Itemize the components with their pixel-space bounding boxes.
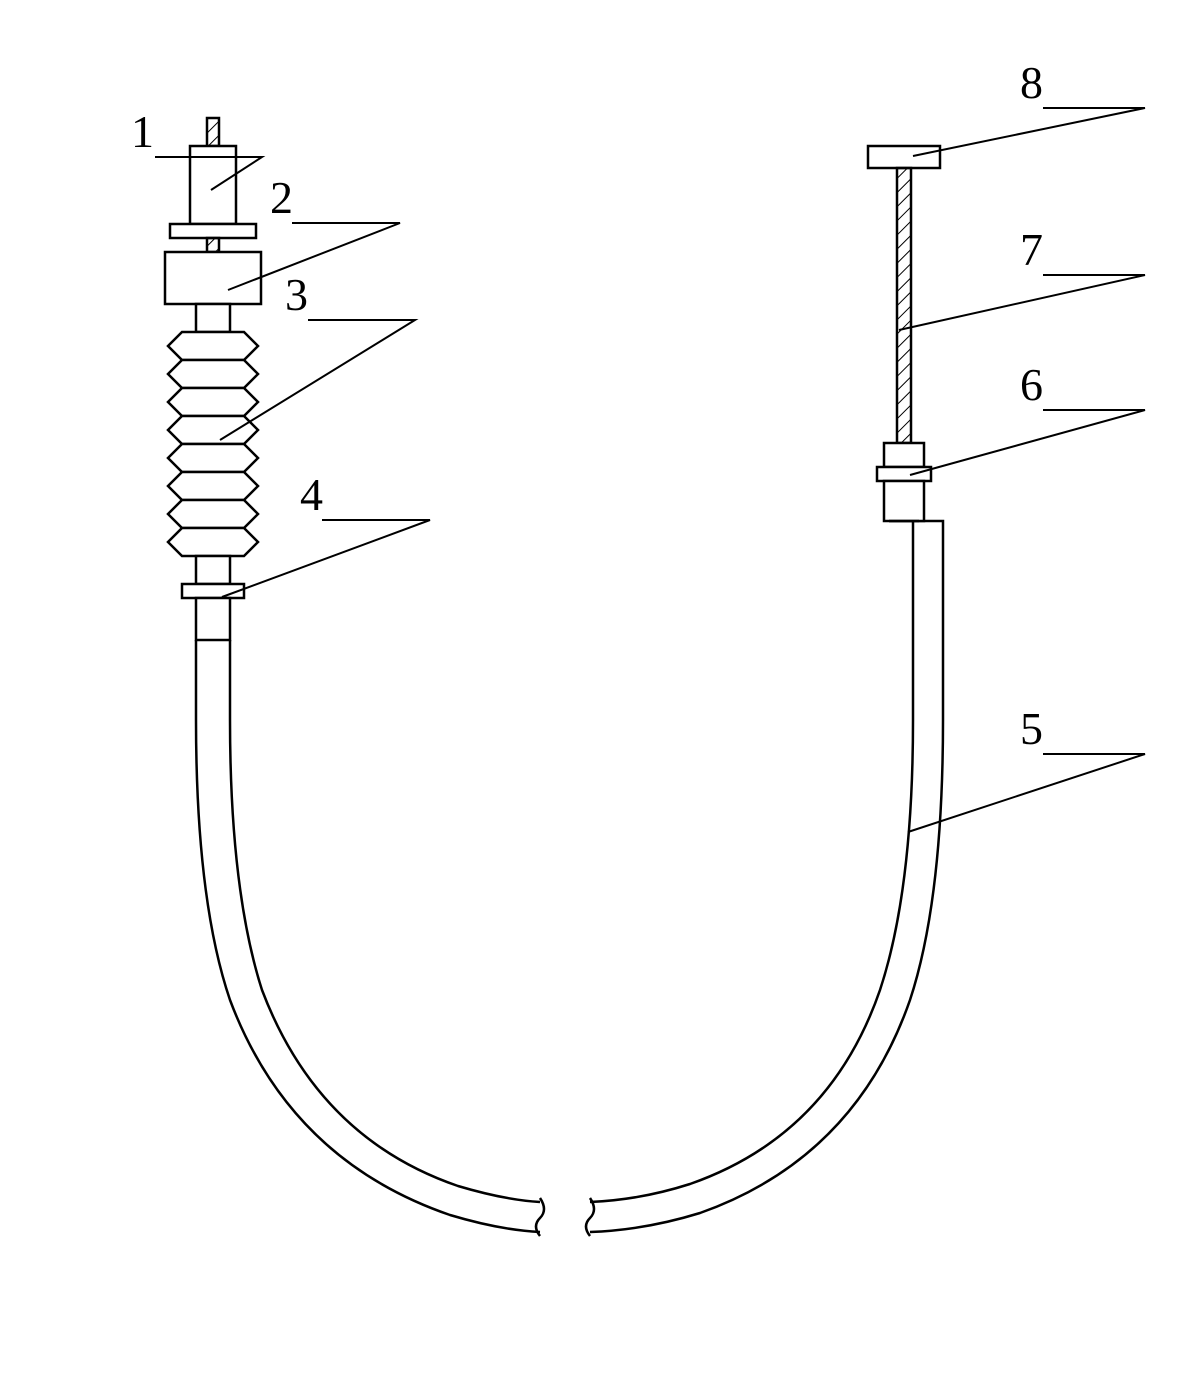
label-1: 1 xyxy=(131,105,154,158)
right-fitting-collar xyxy=(877,467,931,481)
left-pin xyxy=(207,118,219,146)
left-body xyxy=(165,252,261,304)
cable-left-inner xyxy=(230,640,540,1202)
label-2: 2 xyxy=(270,171,293,224)
label-4: 4 xyxy=(300,468,323,521)
left-neck xyxy=(196,304,230,332)
left-flange-upper xyxy=(170,224,256,238)
cable-right-outer xyxy=(590,521,943,1232)
right-rod xyxy=(897,168,911,443)
left-spacer xyxy=(207,238,219,252)
diagram-container: 1 2 3 4 5 6 7 8 xyxy=(0,0,1189,1392)
right-fitting-top xyxy=(884,443,924,467)
cable-right-inner xyxy=(590,521,913,1202)
right-cap xyxy=(868,146,940,168)
left-flange-lower xyxy=(182,584,244,598)
technical-drawing xyxy=(0,0,1189,1392)
label-7: 7 xyxy=(1020,223,1043,276)
label-5: 5 xyxy=(1020,702,1043,755)
right-fitting-bottom xyxy=(884,481,924,521)
label-3: 3 xyxy=(285,268,308,321)
cable-break-left xyxy=(536,1198,544,1236)
cable-break-right xyxy=(586,1198,594,1236)
left-stem-lower xyxy=(196,598,230,640)
left-bellows xyxy=(168,332,258,556)
label-6: 6 xyxy=(1020,358,1043,411)
label-8: 8 xyxy=(1020,56,1043,109)
left-stem-upper xyxy=(196,556,230,584)
